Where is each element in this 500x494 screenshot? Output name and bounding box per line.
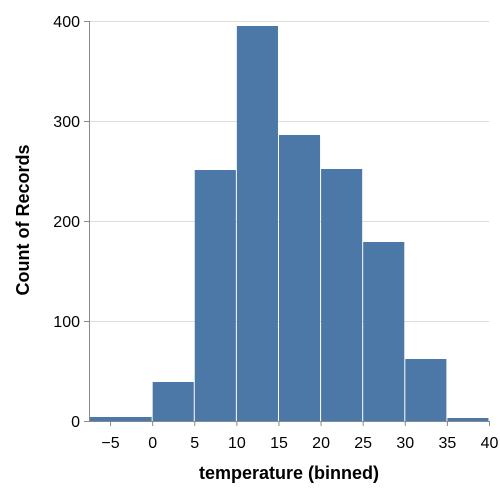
bar-8 <box>447 418 489 421</box>
bar-4 <box>278 135 321 421</box>
x-tick-label-5: 20 <box>312 435 330 452</box>
histogram-bars <box>89 26 489 421</box>
y-tick-label-0: 0 <box>71 414 80 431</box>
tick-labels: 0 100 200 300 400 −5 0 5 10 15 20 25 30 35 40 <box>53 14 498 452</box>
x-axis-title: temperature (binned) <box>199 463 379 483</box>
y-tick-label-2: 200 <box>53 214 80 231</box>
bar-0 <box>89 417 152 421</box>
x-tick-label-3: 10 <box>228 435 246 452</box>
bar-5 <box>321 169 363 421</box>
bar-7 <box>405 359 447 421</box>
bar-3 <box>236 26 278 421</box>
x-tick-label-0: −5 <box>101 435 119 452</box>
x-tick-label-9: 40 <box>481 435 499 452</box>
axes <box>84 21 490 426</box>
y-tick-label-1: 100 <box>53 314 80 331</box>
x-tick-label-8: 35 <box>438 435 456 452</box>
y-tick-label-4: 400 <box>53 14 80 31</box>
y-tick-label-3: 300 <box>53 114 80 131</box>
x-tick-label-1: 0 <box>148 435 157 452</box>
x-tick-label-6: 25 <box>354 435 372 452</box>
y-axis-title: Count of Records <box>13 145 33 296</box>
x-tick-label-4: 15 <box>270 435 288 452</box>
bar-1 <box>152 382 194 421</box>
bar-6 <box>363 242 405 421</box>
x-tick-label-2: 5 <box>190 435 199 452</box>
bar-2 <box>194 170 236 421</box>
x-tick-label-7: 30 <box>396 435 414 452</box>
